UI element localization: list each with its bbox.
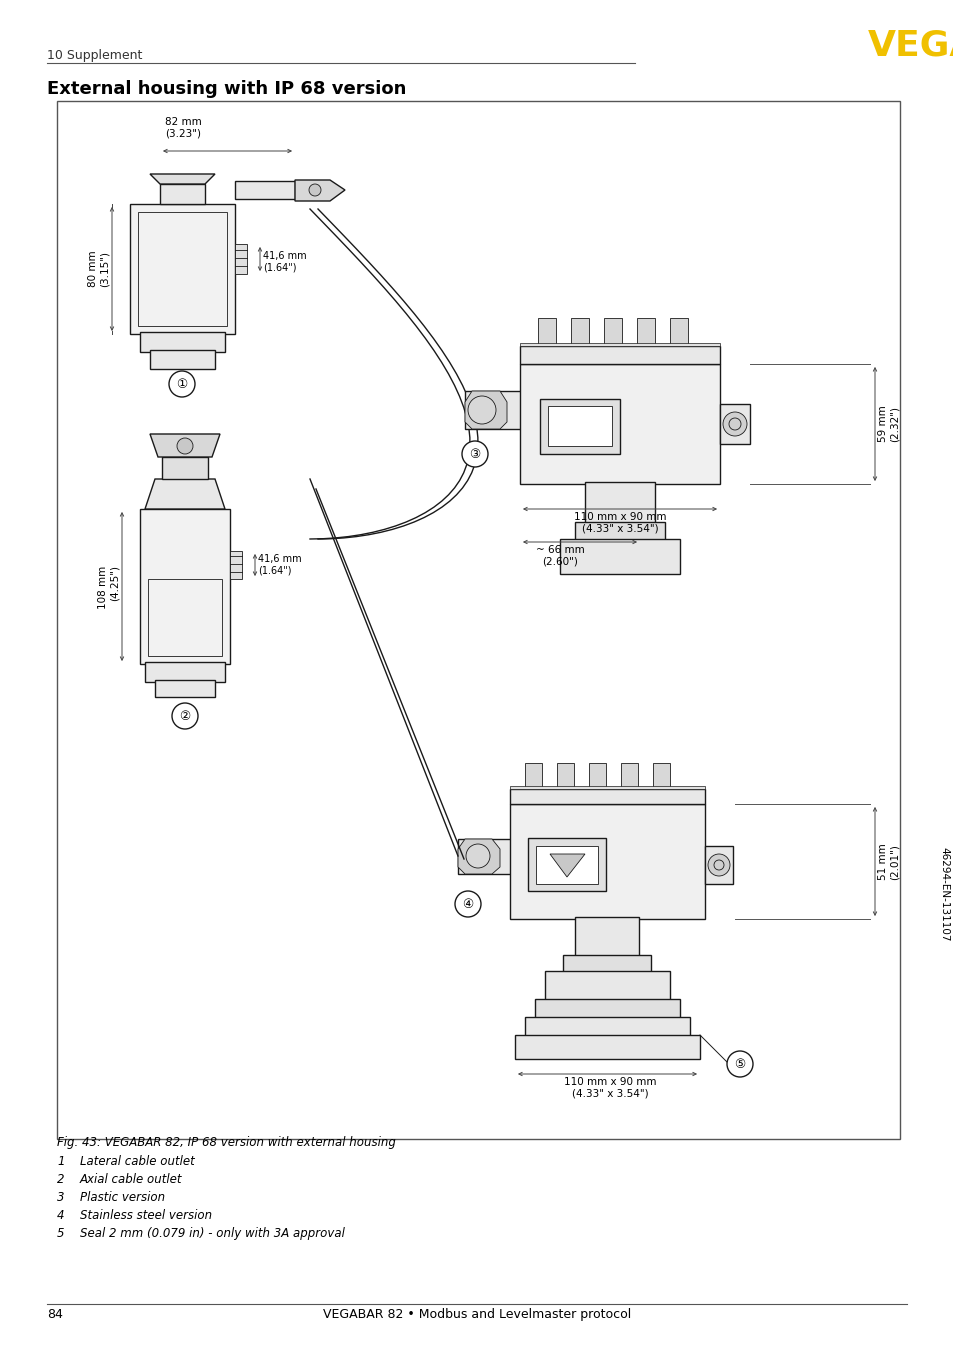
Text: 110 mm x 90 mm
(4.33" x 3.54"): 110 mm x 90 mm (4.33" x 3.54") [573,512,665,533]
Circle shape [465,844,490,868]
Polygon shape [457,839,499,873]
Text: 82 mm
(3.23"): 82 mm (3.23") [165,118,201,139]
Bar [519,343,720,347]
Bar [230,551,242,580]
Bar [515,1034,700,1059]
Text: 2: 2 [57,1173,65,1186]
Polygon shape [550,854,584,877]
Text: Axial cable outlet: Axial cable outlet [80,1173,182,1186]
Polygon shape [145,479,225,509]
Bar [457,839,513,873]
Polygon shape [464,391,506,429]
Circle shape [172,703,198,728]
Bar [138,213,227,326]
Bar [57,102,899,1139]
Circle shape [455,891,480,917]
Bar [637,318,655,347]
Text: ①: ① [176,378,188,390]
Bar [130,204,234,334]
Text: 10 Supplement: 10 Supplement [47,49,142,62]
Text: Stainless steel version: Stainless steel version [80,1209,212,1223]
Text: Seal 2 mm (0.079 in) - only with 3A approval: Seal 2 mm (0.079 in) - only with 3A appr… [80,1227,345,1240]
Polygon shape [150,175,214,184]
Text: VEGA: VEGA [867,28,953,62]
Text: 84: 84 [47,1308,63,1322]
Circle shape [309,184,320,196]
Bar [140,332,225,352]
Bar [140,509,230,663]
Bar [547,406,612,445]
Text: 51 mm
(2.01"): 51 mm (2.01") [877,844,899,880]
Bar [620,764,638,789]
Text: ②: ② [179,709,191,723]
Bar [669,318,687,347]
Circle shape [169,371,194,397]
Circle shape [468,395,496,424]
Text: 41,6 mm
(1.64"): 41,6 mm (1.64") [257,554,301,575]
Text: 4: 4 [57,1209,65,1223]
Bar [720,403,749,444]
Bar [510,804,704,919]
Circle shape [461,441,488,467]
Bar [162,458,208,479]
Bar [145,662,225,682]
Circle shape [177,437,193,454]
Bar [160,184,205,204]
Bar [571,318,588,347]
Bar [704,846,732,884]
Text: Lateral cable outlet: Lateral cable outlet [80,1155,194,1169]
Bar [510,789,704,804]
Bar [559,539,679,574]
Text: 46294-EN-131107: 46294-EN-131107 [938,846,948,941]
Bar [535,999,679,1020]
Text: VEGABAR 82 • Modbus and Levelmaster protocol: VEGABAR 82 • Modbus and Levelmaster prot… [322,1308,631,1322]
Circle shape [722,412,746,436]
Bar [464,391,522,429]
Circle shape [726,1051,752,1076]
Bar [584,482,655,524]
Bar [575,523,664,542]
Bar [603,318,621,347]
Text: 108 mm
(4.25"): 108 mm (4.25") [98,566,120,609]
Text: 80 mm
(3.15"): 80 mm (3.15") [89,250,110,287]
Text: 110 mm x 90 mm
(4.33" x 3.54"): 110 mm x 90 mm (4.33" x 3.54") [563,1076,656,1098]
Text: ④: ④ [462,898,473,910]
Text: 41,6 mm
(1.64"): 41,6 mm (1.64") [263,250,306,272]
Bar [524,1017,689,1037]
Text: ⑤: ⑤ [734,1057,745,1071]
Bar [557,764,574,789]
Bar [234,181,294,199]
Bar [562,955,650,974]
Bar [537,318,556,347]
Text: ③: ③ [469,448,480,460]
Text: 5: 5 [57,1227,65,1240]
Bar [588,764,605,789]
Bar [652,764,669,789]
Bar [519,347,720,364]
Circle shape [707,854,729,876]
Text: Fig. 43: VEGABAR 82, IP 68 version with external housing: Fig. 43: VEGABAR 82, IP 68 version with … [57,1136,395,1150]
Text: 1: 1 [57,1155,65,1169]
Bar [154,680,214,697]
Bar [539,399,619,454]
Bar [544,971,669,1001]
Text: Plastic version: Plastic version [80,1192,165,1204]
Bar [150,349,214,370]
Polygon shape [294,180,345,200]
Text: External housing with IP 68 version: External housing with IP 68 version [47,80,406,97]
Text: ~ 66 mm
(2.60"): ~ 66 mm (2.60") [535,546,584,566]
Bar [510,787,704,789]
Bar [527,838,605,891]
Bar [148,580,222,655]
Bar [519,364,720,483]
Text: 59 mm
(2.32"): 59 mm (2.32") [877,406,899,443]
Text: 3: 3 [57,1192,65,1204]
Bar [536,846,598,884]
Bar [234,244,247,274]
Bar [575,917,639,957]
Polygon shape [150,435,220,458]
Bar [524,764,541,789]
